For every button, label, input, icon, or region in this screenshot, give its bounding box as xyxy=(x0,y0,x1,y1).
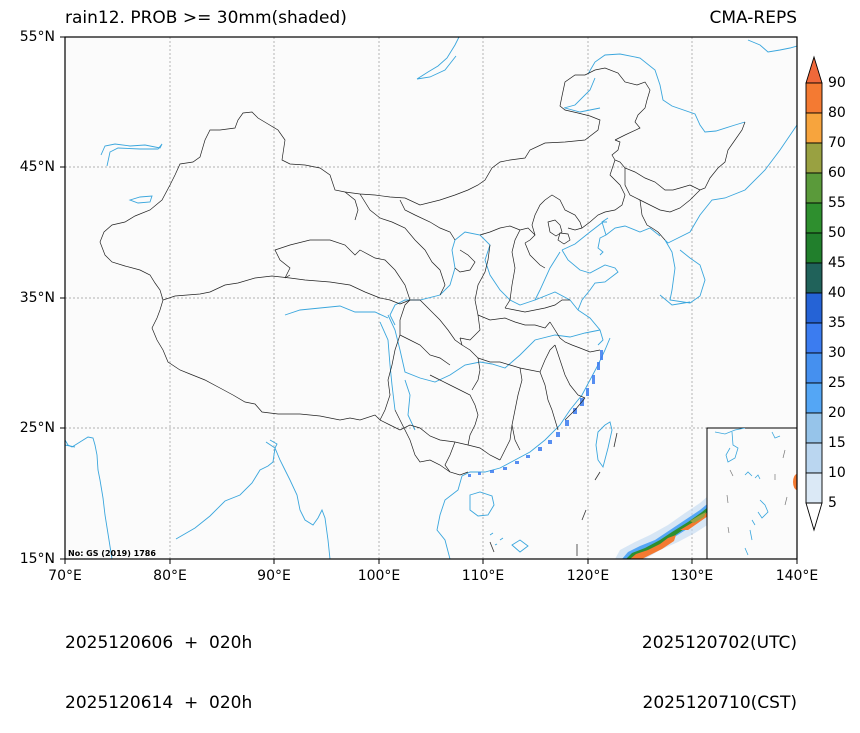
coastlines xyxy=(65,37,797,559)
axis-ticks xyxy=(60,36,798,564)
colorbar-label-70: 70 xyxy=(828,135,846,151)
init-time-cst: 2025120614 + 020h xyxy=(65,693,253,713)
map-watermark: No: GS (2019) 1786 xyxy=(68,549,156,558)
colorbar-label-10: 10 xyxy=(828,465,846,481)
x-tick-70e: 70°E xyxy=(48,568,82,584)
map-title: rain12. PROB >= 30mm(shaded) xyxy=(65,8,347,28)
dash-line-segments xyxy=(489,432,618,556)
y-tick-55n: 55°N xyxy=(19,29,55,45)
valid-time-cst: 2025120710(CST) xyxy=(642,693,797,713)
x-tick-110e: 110°E xyxy=(461,568,505,584)
valid-time-block: 2025120702(UTC) 2025120710(CST) xyxy=(642,593,797,733)
colorbar-label-35: 35 xyxy=(828,315,846,331)
x-tick-140e: 140°E xyxy=(775,568,819,584)
valid-time-utc: 2025120702(UTC) xyxy=(641,633,797,653)
x-tick-130e: 130°E xyxy=(670,568,714,584)
model-name: CMA-REPS xyxy=(709,8,797,28)
x-tick-90e: 90°E xyxy=(257,568,291,584)
x-tick-100e: 100°E xyxy=(357,568,401,584)
init-time-utc: 2025120606 + 020h xyxy=(65,633,253,653)
y-tick-25n: 25°N xyxy=(19,420,55,436)
y-tick-35n: 35°N xyxy=(19,290,55,306)
map-figure: No: GS (2019) 1786 xyxy=(60,36,823,564)
colorbar-label-5: 5 xyxy=(828,495,837,511)
colorbar-label-90: 90 xyxy=(828,75,846,91)
colorbar-label-55: 55 xyxy=(828,195,846,211)
y-tick-45n: 45°N xyxy=(19,159,55,175)
init-time-block: 2025120606 + 020h 2025120614 + 020h xyxy=(65,593,252,733)
colorbar-label-20: 20 xyxy=(828,405,846,421)
colorbar xyxy=(805,55,823,532)
province-borders xyxy=(99,67,746,476)
colorbar-label-30: 30 xyxy=(828,345,846,361)
colorbar-label-60: 60 xyxy=(828,165,846,181)
colorbar-label-15: 15 xyxy=(828,435,846,451)
colorbar-label-45: 45 xyxy=(828,255,846,271)
south-china-sea-inset xyxy=(706,427,798,560)
colorbar-label-80: 80 xyxy=(828,105,846,121)
x-tick-120e: 120°E xyxy=(566,568,610,584)
colorbar-label-50: 50 xyxy=(828,225,846,241)
colorbar-label-25: 25 xyxy=(828,375,846,391)
x-tick-80e: 80°E xyxy=(153,568,187,584)
colorbar-label-40: 40 xyxy=(828,285,846,301)
y-tick-15n: 15°N xyxy=(19,551,55,567)
